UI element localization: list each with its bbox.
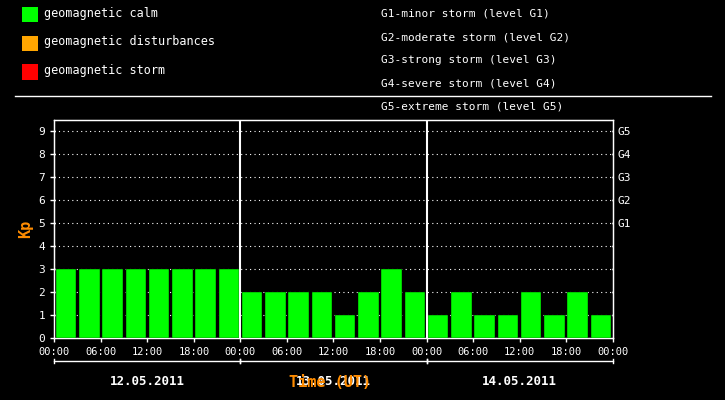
Bar	[335, 315, 355, 338]
Bar	[428, 315, 448, 338]
Bar	[56, 269, 76, 338]
Bar	[381, 269, 402, 338]
Y-axis label: Kp: Kp	[18, 220, 33, 238]
Bar	[591, 315, 611, 338]
Text: geomagnetic disturbances: geomagnetic disturbances	[44, 36, 215, 48]
Bar	[125, 269, 146, 338]
Text: geomagnetic calm: geomagnetic calm	[44, 7, 157, 20]
Text: G2-moderate storm (level G2): G2-moderate storm (level G2)	[381, 32, 570, 42]
Bar	[289, 292, 309, 338]
Bar	[312, 292, 332, 338]
Bar	[451, 292, 472, 338]
Bar	[195, 269, 216, 338]
Bar	[521, 292, 542, 338]
Bar	[544, 315, 565, 338]
Bar	[219, 269, 239, 338]
Text: G1-minor storm (level G1): G1-minor storm (level G1)	[381, 9, 550, 19]
Bar	[242, 292, 262, 338]
Text: G3-strong storm (level G3): G3-strong storm (level G3)	[381, 56, 556, 66]
Bar	[568, 292, 588, 338]
Bar	[474, 315, 495, 338]
Text: 12.05.2011: 12.05.2011	[110, 375, 185, 388]
Bar	[358, 292, 378, 338]
Bar	[102, 269, 123, 338]
Text: G4-severe storm (level G4): G4-severe storm (level G4)	[381, 78, 556, 89]
Text: 14.05.2011: 14.05.2011	[482, 375, 557, 388]
Bar	[405, 292, 425, 338]
Bar	[149, 269, 169, 338]
Text: Time (UT): Time (UT)	[289, 375, 371, 390]
Text: geomagnetic storm: geomagnetic storm	[44, 64, 165, 77]
Bar	[79, 269, 99, 338]
Text: G5-extreme storm (level G5): G5-extreme storm (level G5)	[381, 102, 563, 112]
Bar	[265, 292, 286, 338]
Bar	[498, 315, 518, 338]
Bar	[172, 269, 193, 338]
Text: 13.05.2011: 13.05.2011	[296, 375, 371, 388]
